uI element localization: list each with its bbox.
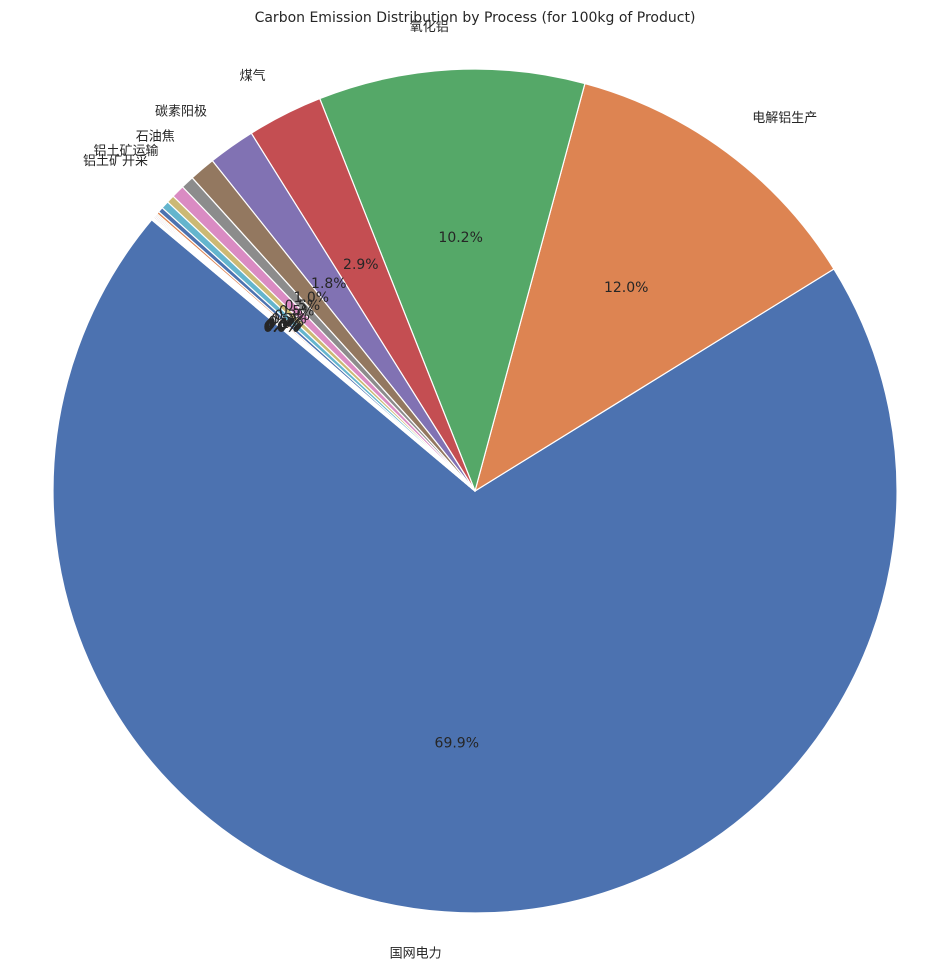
percent-label: 0.0%: [266, 317, 302, 333]
percent-label: 1.0%: [293, 290, 329, 306]
pie-slice: [52, 219, 898, 914]
slice-label: 煤气: [240, 68, 266, 84]
slice-label: 石油焦: [136, 129, 175, 144]
percent-label: 0.5%: [279, 303, 315, 319]
percent-label: 0.1%: [267, 316, 303, 332]
slice-label: 国网电力: [390, 946, 442, 961]
slice-label: 碳素阳极: [155, 104, 207, 119]
slice-label: 电解铝生产: [752, 111, 817, 126]
percent-label: 0.2%: [268, 314, 304, 330]
percent-label: 2.9%: [343, 257, 379, 273]
percent-label: 10.2%: [438, 230, 482, 246]
percent-label: 12.0%: [604, 280, 648, 296]
percent-label: 0.0%: [265, 319, 301, 335]
percent-label: 0.5%: [285, 298, 321, 314]
pie-slice: [151, 218, 476, 492]
percent-label: 0.3%: [274, 308, 310, 324]
percent-labels: 69.9% 12.0% 10.2% 2.9% 1.8%1.0%0.5%0.5%0.3%0…: [263, 230, 648, 751]
slice-label: 铝土矿开采: [83, 154, 148, 169]
percent-label: 0.3%: [271, 311, 307, 327]
pie-slice: [474, 82, 835, 492]
percent-label: 0.0%: [263, 320, 299, 336]
slice-label: 氧化铝: [410, 20, 449, 35]
pie-slices: [52, 68, 898, 914]
pie-slice: [319, 68, 586, 492]
percent-label: 0.0%: [265, 318, 301, 334]
percent-label: 1.8%: [311, 276, 347, 292]
slice-label: 铝土矿运输: [93, 143, 158, 159]
percent-label: 69.9%: [435, 736, 479, 752]
chart-title: Carbon Emission Distribution by Process …: [255, 10, 696, 26]
percent-label: 0.0%: [264, 319, 300, 335]
percent-label: 0.0%: [266, 318, 302, 334]
percent-label: 0.0%: [264, 320, 300, 336]
